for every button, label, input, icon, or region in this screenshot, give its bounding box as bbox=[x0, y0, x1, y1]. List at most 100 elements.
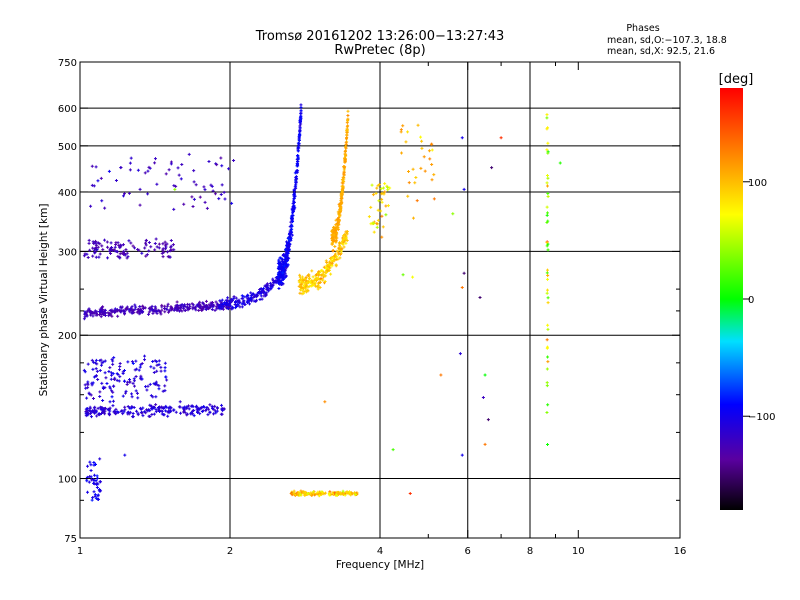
data-point bbox=[283, 264, 287, 268]
data-point bbox=[545, 268, 549, 272]
data-point bbox=[108, 366, 112, 370]
data-point bbox=[299, 283, 303, 287]
data-point bbox=[219, 156, 223, 160]
data-point bbox=[281, 271, 285, 275]
data-point bbox=[95, 486, 99, 490]
data-point bbox=[95, 313, 99, 317]
data-point bbox=[149, 245, 153, 249]
data-point bbox=[406, 130, 410, 134]
data-point bbox=[94, 361, 98, 365]
data-point bbox=[309, 281, 313, 285]
data-point bbox=[96, 377, 100, 381]
x-tick-label: 6 bbox=[465, 546, 471, 557]
data-point bbox=[267, 287, 271, 291]
data-point bbox=[122, 192, 126, 196]
data-point bbox=[231, 305, 235, 309]
data-point bbox=[384, 213, 388, 217]
data-point bbox=[545, 113, 549, 117]
data-point bbox=[285, 263, 289, 267]
data-point bbox=[153, 161, 157, 165]
data-point bbox=[299, 103, 303, 107]
data-point bbox=[226, 302, 230, 306]
data-point bbox=[106, 256, 110, 260]
data-point bbox=[118, 309, 122, 313]
data-point bbox=[111, 399, 115, 403]
data-point bbox=[298, 492, 302, 496]
data-point bbox=[344, 241, 348, 245]
data-point bbox=[139, 363, 143, 367]
data-point bbox=[85, 396, 89, 400]
data-point bbox=[334, 257, 338, 261]
data-point bbox=[86, 255, 90, 259]
data-point bbox=[83, 370, 87, 374]
data-point bbox=[205, 206, 209, 210]
data-point bbox=[384, 204, 388, 208]
data-point bbox=[100, 199, 104, 203]
data-point bbox=[414, 175, 418, 179]
data-point bbox=[194, 308, 198, 312]
data-point bbox=[203, 188, 207, 192]
data-point bbox=[367, 215, 371, 219]
data-point bbox=[98, 390, 102, 394]
data-point bbox=[159, 369, 163, 373]
data-point bbox=[190, 195, 194, 199]
data-point bbox=[100, 244, 104, 248]
data-point bbox=[380, 192, 384, 196]
data-point bbox=[198, 305, 202, 309]
data-point bbox=[294, 177, 298, 181]
data-point bbox=[415, 199, 419, 203]
data-point bbox=[133, 303, 137, 307]
data-point bbox=[342, 245, 346, 249]
data-point bbox=[256, 290, 260, 294]
data-point bbox=[90, 164, 94, 168]
data-point bbox=[294, 183, 298, 187]
data-point bbox=[296, 169, 300, 173]
data-point bbox=[285, 254, 289, 258]
data-point bbox=[207, 160, 211, 164]
data-point bbox=[133, 307, 137, 311]
data-point bbox=[325, 260, 329, 264]
data-point bbox=[151, 309, 155, 313]
data-point bbox=[334, 235, 338, 239]
data-point bbox=[338, 256, 342, 260]
data-point bbox=[154, 407, 158, 411]
data-point bbox=[291, 202, 295, 206]
data-point bbox=[130, 395, 134, 399]
data-point bbox=[297, 280, 301, 284]
data-point bbox=[210, 307, 214, 311]
data-point bbox=[148, 403, 152, 407]
data-point bbox=[545, 240, 549, 244]
data-point bbox=[151, 359, 155, 363]
data-point bbox=[164, 409, 168, 413]
data-point bbox=[95, 241, 99, 245]
data-point bbox=[162, 406, 166, 410]
data-point bbox=[129, 156, 133, 160]
data-point bbox=[144, 238, 148, 242]
data-point bbox=[458, 352, 462, 356]
data-point bbox=[316, 287, 320, 291]
data-point bbox=[160, 303, 164, 307]
data-point bbox=[115, 372, 119, 376]
data-point bbox=[545, 148, 549, 152]
data-point bbox=[124, 307, 128, 311]
data-point bbox=[111, 248, 115, 252]
data-point bbox=[103, 238, 107, 242]
data-point bbox=[209, 303, 213, 307]
data-point bbox=[95, 474, 99, 478]
data-point bbox=[545, 213, 549, 217]
data-point bbox=[160, 308, 164, 312]
data-point bbox=[374, 191, 378, 195]
data-point bbox=[292, 208, 296, 212]
data-point bbox=[172, 207, 176, 211]
data-point bbox=[189, 412, 193, 416]
data-point bbox=[320, 493, 324, 497]
data-point bbox=[287, 238, 291, 242]
data-point bbox=[333, 231, 337, 235]
data-point bbox=[164, 245, 168, 249]
data-point bbox=[92, 406, 96, 410]
data-point bbox=[100, 306, 104, 310]
data-point bbox=[90, 358, 94, 362]
data-point bbox=[546, 403, 550, 407]
data-point bbox=[105, 382, 109, 386]
data-point bbox=[296, 162, 300, 166]
